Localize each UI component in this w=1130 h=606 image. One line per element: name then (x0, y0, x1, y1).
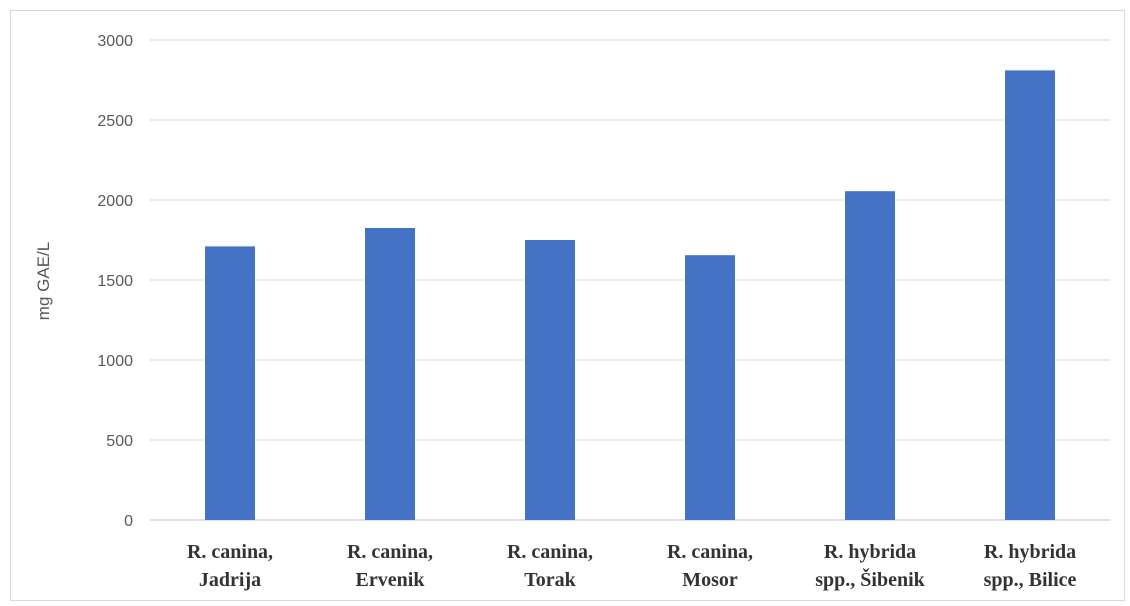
x-tick-label: R. hybrida (984, 541, 1076, 563)
bar (1005, 70, 1055, 521)
x-tick-label: Torak (524, 569, 576, 591)
x-tick-label: R. canina, (667, 541, 753, 563)
bar (845, 191, 895, 520)
y-tick-label: 2000 (97, 193, 133, 210)
x-tick-label: Jadrija (199, 569, 261, 591)
y-tick-label: 0 (124, 513, 133, 530)
y-tick-label: 2500 (97, 113, 133, 130)
x-tick-label: spp., Bilice (984, 569, 1077, 591)
y-tick-label: 1000 (97, 353, 133, 370)
y-tick-label: 1500 (97, 273, 133, 290)
y-axis-label: mg GAE/L (34, 242, 53, 320)
x-tick-label: spp., Šibenik (815, 567, 925, 591)
bar (205, 246, 255, 520)
gridlines (150, 39, 1110, 521)
bars (205, 70, 1055, 521)
x-tick-label: Mosor (682, 569, 738, 591)
bar (365, 228, 415, 520)
bar (685, 255, 735, 520)
y-tick-label: 3000 (97, 33, 133, 50)
x-axis-ticks: R. canina, Jadrija R. canina, Ervenik R. can… (187, 541, 1077, 591)
x-tick-label: R. canina, (187, 541, 273, 563)
bar (525, 240, 575, 520)
x-tick-label: R. hybrida (824, 541, 916, 563)
y-tick-label: 500 (106, 433, 133, 450)
x-tick-label: R. canina, (507, 541, 593, 563)
y-axis-ticks: 0 500 1000 1500 2000 2500 3000 (97, 33, 133, 530)
x-tick-label: Ervenik (356, 569, 426, 591)
x-tick-label: R. canina, (347, 541, 433, 563)
